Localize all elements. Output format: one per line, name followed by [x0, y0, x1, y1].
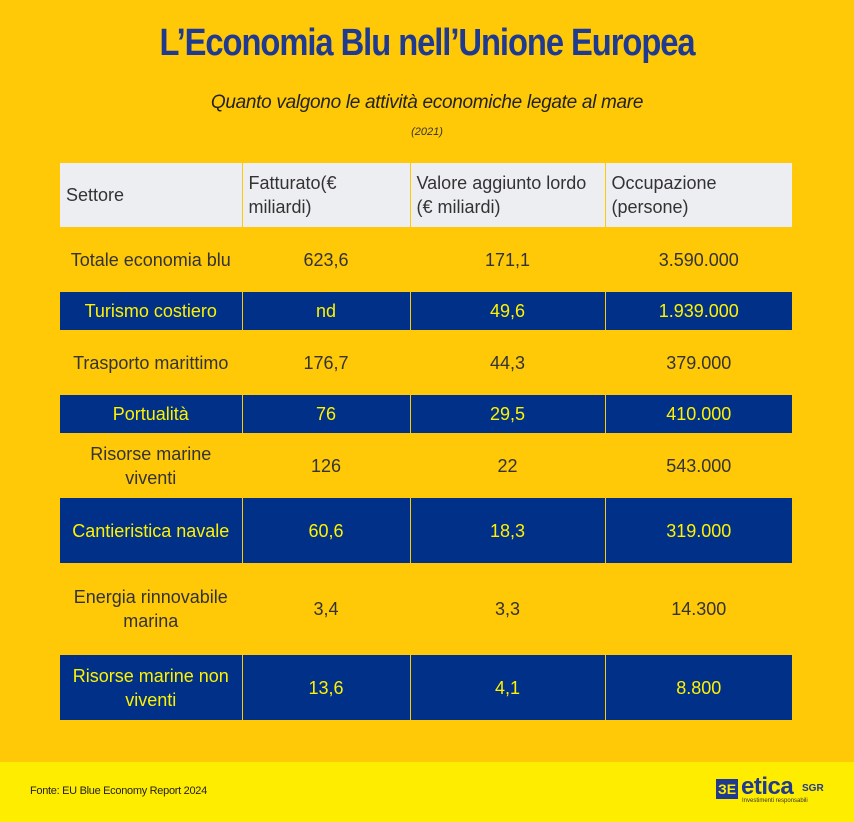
cell-valore: 18,3	[410, 498, 606, 563]
header-fatturato: Fatturato(€ miliardi)	[242, 163, 411, 227]
cell-occupazione: 3.590.000	[605, 227, 792, 292]
cell-settore: Portualità	[60, 395, 243, 433]
cell-valore: 29,5	[410, 395, 606, 433]
etica-mark-icon: ЗЕ	[716, 779, 738, 799]
cell-fatturato: 126	[242, 433, 411, 498]
table-row: Risorse marine viventi 126 22 543.000	[60, 433, 792, 498]
cell-occupazione: 379.000	[605, 330, 792, 395]
cell-settore: Energia rinnovabile marina	[60, 563, 243, 655]
cell-valore: 3,3	[410, 563, 606, 655]
table-row: Turismo costiero nd 49,6 1.939.000	[60, 292, 792, 330]
logo-tagline: Investimenti responsabili	[742, 798, 808, 804]
cell-settore: Totale economia blu	[60, 227, 243, 292]
header-settore: Settore	[60, 163, 243, 227]
logo-wordmark: etica	[741, 773, 794, 800]
cell-occupazione: 8.800	[605, 655, 792, 720]
footer-band: Fonte: EU Blue Economy Report 2024 ЗЕ et…	[0, 762, 854, 822]
cell-fatturato: 13,6	[242, 655, 411, 720]
table-row: Risorse marine non viventi 13,6 4,1 8.80…	[60, 655, 792, 720]
etica-sgr-logo: ЗЕ etica SGR Investimenti responsabili	[716, 773, 826, 804]
header-valore-aggiunto: Valore aggiunto lordo (€ miliardi)	[410, 163, 606, 227]
table-row: Cantieristica navale 60,6 18,3 319.000	[60, 498, 792, 563]
cell-settore: Risorse marine viventi	[60, 433, 243, 498]
cell-settore: Turismo costiero	[60, 292, 243, 330]
cell-fatturato: 176,7	[242, 330, 411, 395]
header-occupazione: Occupazione (persone)	[605, 163, 792, 227]
page-title: L’Economia Blu nell’Unione Europea	[159, 22, 695, 64]
cell-occupazione: 1.939.000	[605, 292, 792, 330]
cell-fatturato: 60,6	[242, 498, 411, 563]
cell-fatturato: 623,6	[242, 227, 411, 292]
cell-valore: 22	[410, 433, 606, 498]
cell-valore: 44,3	[410, 330, 606, 395]
cell-occupazione: 14.300	[605, 563, 792, 655]
cell-settore: Trasporto marittimo	[60, 330, 243, 395]
logo-suffix: SGR	[802, 783, 824, 794]
cell-fatturato: nd	[242, 292, 411, 330]
source-note: Fonte: EU Blue Economy Report 2024	[30, 785, 207, 797]
table-row: Portualità 76 29,5 410.000	[60, 395, 792, 433]
cell-occupazione: 543.000	[605, 433, 792, 498]
cell-occupazione: 319.000	[605, 498, 792, 563]
blue-economy-table: Settore Fatturato(€ miliardi) Valore agg…	[60, 163, 792, 720]
table-header-row: Settore Fatturato(€ miliardi) Valore agg…	[60, 163, 792, 227]
cell-settore: Cantieristica navale	[60, 498, 243, 563]
page-subtitle: Quanto valgono le attività economiche le…	[210, 92, 644, 113]
cell-occupazione: 410.000	[605, 395, 792, 433]
year-label: (2021)	[411, 126, 443, 138]
cell-fatturato: 3,4	[242, 563, 411, 655]
table-row: Totale economia blu 623,6 171,1 3.590.00…	[60, 227, 792, 292]
table-row: Energia rinnovabile marina 3,4 3,3 14.30…	[60, 563, 792, 655]
cell-valore: 4,1	[410, 655, 606, 720]
cell-fatturato: 76	[242, 395, 411, 433]
cell-valore: 49,6	[410, 292, 606, 330]
cell-settore: Risorse marine non viventi	[60, 655, 243, 720]
cell-valore: 171,1	[410, 227, 606, 292]
table-row: Trasporto marittimo 176,7 44,3 379.000	[60, 330, 792, 395]
